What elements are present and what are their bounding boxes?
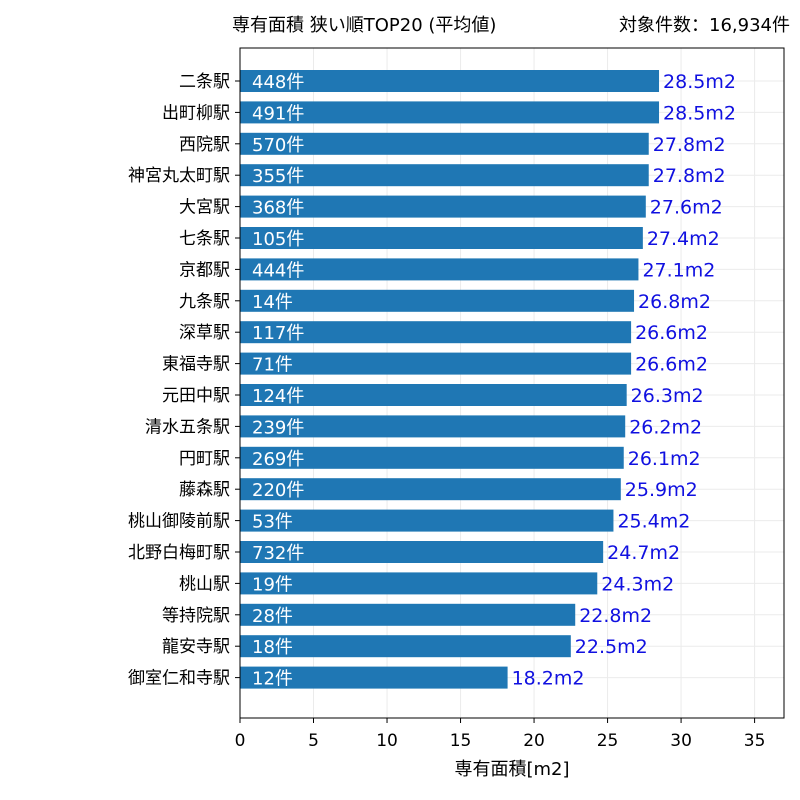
bar-count-label: 124件 (252, 386, 304, 407)
bar-count-label: 269件 (252, 449, 304, 470)
y-tick-label: 西院駅 (179, 135, 230, 155)
bar (240, 289, 635, 312)
x-tick-label: 20 (523, 731, 545, 751)
bar (240, 572, 598, 595)
y-tick-label: 御室仁和寺駅 (128, 669, 230, 689)
bar-count-label: 448件 (252, 72, 304, 93)
y-tick-label: 清水五条駅 (145, 417, 230, 437)
y-tick-label: 深草駅 (179, 323, 230, 343)
bar-count-label: 239件 (252, 417, 304, 438)
x-tick-label: 0 (235, 731, 246, 751)
y-tick-label: 二条駅 (179, 72, 230, 92)
bar-labels: 448件 28.5m2 491件 28.5m2 570件 27.8m2 355件 27.8m2… (252, 71, 736, 690)
bar-value-label: 27.1m2 (642, 259, 715, 281)
chart-record-count: 対象件数：16,934件 (619, 15, 790, 36)
bar (240, 478, 621, 501)
bar (240, 384, 627, 406)
bar-count-label: 732件 (252, 543, 304, 564)
y-tick-label: 九条駅 (179, 292, 230, 312)
x-tick-label: 35 (744, 731, 766, 751)
bar-value-label: 26.1m2 (628, 448, 701, 470)
bar-count-label: 355件 (252, 166, 304, 187)
bar-value-label: 26.3m2 (631, 385, 704, 407)
bar (240, 321, 632, 344)
bar (240, 509, 614, 532)
bar-value-label: 22.5m2 (575, 636, 648, 658)
plot-frame (239, 47, 785, 719)
bar (240, 70, 660, 92)
x-tick-label: 10 (376, 731, 398, 751)
y-tick-label: 元田中駅 (162, 386, 230, 406)
bar-value-label: 25.9m2 (625, 479, 698, 501)
bar-value-label: 24.3m2 (601, 573, 674, 595)
bar-value-label: 27.4m2 (647, 228, 720, 250)
bar-value-label: 28.5m2 (663, 102, 736, 124)
y-axis-ticks: 二条駅出町柳駅西院駅神宮丸太町駅大宮駅七条駅京都駅九条駅深草駅東福寺駅元田中駅清… (128, 72, 240, 689)
chart-title: 専有面積 狭い順TOP20 (平均値) (232, 15, 496, 36)
bar-count-label: 53件 (252, 512, 293, 533)
bar (240, 603, 576, 626)
bar-value-label: 26.6m2 (635, 354, 708, 376)
y-tick-label: 桃山駅 (179, 574, 230, 594)
bar-value-label: 28.5m2 (663, 71, 736, 93)
y-tick-label: 神宮丸太町駅 (128, 166, 230, 186)
y-tick-label: 東福寺駅 (162, 355, 230, 375)
bar-count-label: 117件 (252, 323, 304, 344)
bar (240, 132, 649, 155)
x-tick-label: 30 (670, 731, 692, 751)
x-tick-label: 25 (597, 731, 619, 751)
y-tick-label: 円町駅 (179, 449, 230, 469)
x-tick-label: 15 (450, 731, 472, 751)
bar-value-label: 18.2m2 (512, 668, 585, 690)
bar (240, 635, 571, 658)
bar-count-label: 444件 (252, 260, 304, 281)
bar (240, 101, 660, 124)
bar-value-label: 26.8m2 (638, 291, 711, 313)
bar-value-label: 26.6m2 (635, 322, 708, 344)
bar-value-label: 22.8m2 (579, 605, 652, 627)
bar (240, 227, 643, 249)
bar-count-label: 368件 (252, 198, 304, 219)
y-tick-label: 藤森駅 (179, 480, 230, 500)
bar-count-label: 71件 (252, 355, 293, 376)
y-tick-label: 龍安寺駅 (162, 637, 230, 657)
bar (240, 352, 632, 375)
bar (240, 164, 649, 187)
x-tick-label: 5 (308, 731, 319, 751)
bar (240, 195, 646, 218)
y-tick-label: 出町柳駅 (162, 103, 230, 123)
x-axis-ticks: 0 5 10 15 20 25 30 35 (235, 718, 766, 751)
bar-count-label: 220件 (252, 480, 304, 501)
bar-value-label: 25.4m2 (617, 511, 690, 533)
y-tick-label: 京都駅 (179, 260, 230, 280)
bar-count-label: 491件 (252, 103, 304, 124)
bar-count-label: 12件 (252, 669, 293, 690)
y-tick-label: 大宮駅 (179, 198, 230, 218)
bar-value-label: 26.2m2 (629, 416, 702, 438)
bar-count-label: 14件 (252, 292, 293, 313)
bar (240, 446, 624, 469)
bar-value-label: 27.8m2 (653, 165, 726, 187)
bar-count-label: 28件 (252, 606, 293, 627)
bar-count-label: 18件 (252, 637, 293, 658)
bar (240, 541, 604, 563)
bar (240, 258, 639, 281)
y-tick-label: 七条駅 (179, 229, 230, 249)
bar-value-label: 24.7m2 (607, 542, 680, 564)
bar-count-label: 570件 (252, 135, 304, 156)
y-tick-label: 北野白梅町駅 (128, 543, 230, 563)
x-axis-title: 専有面積[m2] (454, 759, 569, 780)
bar-value-label: 27.6m2 (650, 197, 723, 219)
bar (240, 415, 626, 438)
bar-count-label: 19件 (252, 574, 293, 595)
y-tick-label: 等持院駅 (162, 606, 230, 626)
y-tick-label: 桃山御陵前駅 (128, 512, 230, 532)
bar (240, 666, 508, 689)
bars (240, 70, 660, 689)
bar-count-label: 105件 (252, 229, 304, 250)
bar-value-label: 27.8m2 (653, 134, 726, 156)
